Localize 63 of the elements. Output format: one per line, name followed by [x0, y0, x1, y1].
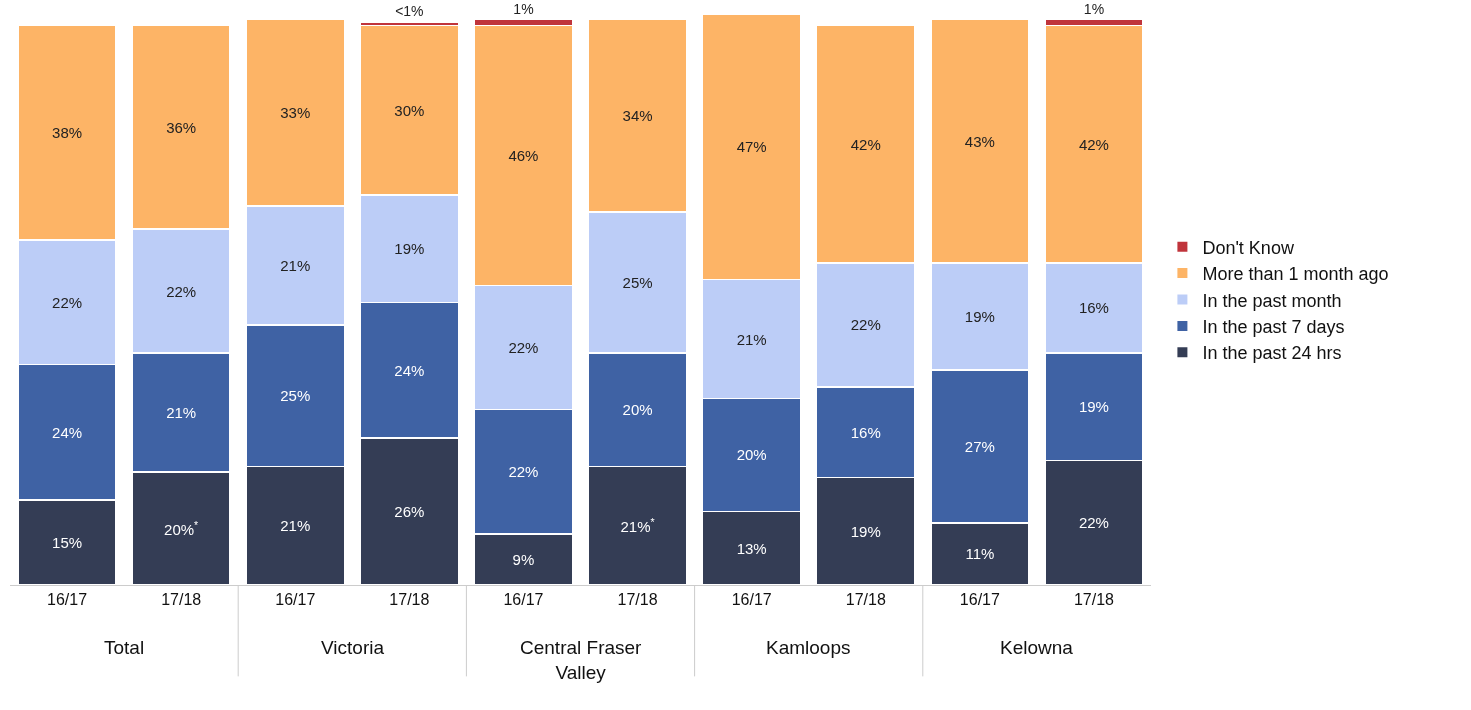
- data-label: 19%: [394, 240, 425, 258]
- x-tick-label: 17/18: [389, 591, 430, 609]
- data-label: 20%$^{*}$: [164, 518, 199, 539]
- data-label: 36%: [166, 118, 197, 136]
- data-label: 34%: [622, 107, 653, 125]
- data-label: 22%: [52, 293, 83, 311]
- x-tick-label: 16/17: [503, 591, 544, 609]
- x-tick-label: 17/18: [845, 591, 886, 609]
- legend-label: In the past 7 days: [1202, 316, 1345, 337]
- data-label: 19%: [850, 522, 881, 540]
- data-label: 20%: [736, 446, 767, 464]
- x-tick-label: 16/17: [959, 591, 1000, 609]
- data-label: 22%: [508, 339, 539, 357]
- x-tick-label: 16/17: [731, 591, 772, 609]
- data-label: 33%: [280, 104, 311, 122]
- data-label: 1%: [513, 0, 534, 17]
- data-label: 43%: [964, 132, 995, 150]
- data-label: 21%$^{*}$: [620, 515, 655, 536]
- x-tick-label: 16/17: [47, 591, 88, 609]
- data-label: 38%: [52, 124, 83, 142]
- data-label: 21%: [736, 330, 767, 348]
- data-label: 42%: [850, 135, 881, 153]
- data-label: 46%: [508, 146, 539, 164]
- data-label: 25%: [622, 274, 653, 292]
- data-label: 26%: [394, 503, 425, 521]
- legend-label: In the past 24 hrs: [1202, 343, 1342, 364]
- data-label: 9%: [512, 551, 535, 569]
- data-label: 11%: [965, 545, 995, 563]
- data-label: 19%: [1078, 398, 1109, 416]
- data-label: 21%: [166, 404, 197, 422]
- data-label: 16%: [850, 423, 881, 441]
- data-label: 42%: [1078, 135, 1109, 153]
- data-label: 27%: [964, 437, 995, 455]
- x-tick-label: 17/18: [617, 591, 658, 609]
- data-label: 20%: [622, 401, 653, 419]
- data-label: 15%: [52, 534, 83, 552]
- data-label: 47%: [736, 138, 767, 156]
- data-label: 24%: [394, 361, 425, 379]
- data-label: 21%: [280, 257, 311, 275]
- x-tick-label: 17/18: [161, 591, 202, 609]
- x-tick-label: 16/17: [275, 591, 316, 609]
- legend-label: More than 1 month ago: [1202, 264, 1389, 285]
- text: Central Fraser Valley: [520, 637, 643, 683]
- text: Kamloops: [766, 637, 851, 658]
- data-label: 13%: [736, 539, 767, 557]
- text: Victoria: [321, 637, 385, 658]
- data-label: <1%: [395, 3, 424, 20]
- data-label: 21%: [280, 517, 311, 535]
- data-label: 30%: [394, 101, 425, 119]
- data-label: 22%: [508, 463, 539, 481]
- text: Kelowna: [1000, 637, 1074, 658]
- text: Total: [104, 637, 145, 658]
- data-label: 16%: [1078, 299, 1109, 317]
- data-label: 22%: [1078, 514, 1109, 532]
- x-tick-label: 17/18: [1073, 591, 1115, 609]
- legend-label: In the past month: [1202, 290, 1342, 311]
- data-label: 24%: [52, 423, 83, 441]
- data-label: 22%: [166, 282, 197, 300]
- data-label: 19%: [964, 307, 995, 325]
- data-label: 25%: [280, 387, 311, 405]
- data-label: 22%: [850, 316, 881, 334]
- data-label: 1%: [1083, 0, 1105, 17]
- legend-label: Don't Know: [1202, 237, 1295, 258]
